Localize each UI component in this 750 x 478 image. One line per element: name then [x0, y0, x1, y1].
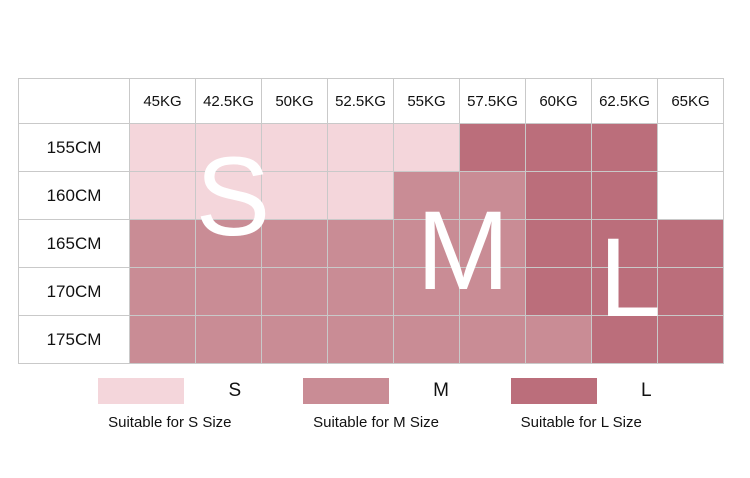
legend-swatch-l [510, 378, 597, 404]
size-cell-m [327, 267, 394, 316]
size-cell-m [327, 219, 394, 268]
size-cell-m [195, 267, 262, 316]
legend-item-l: L Suitable for L Size [510, 377, 652, 431]
size-cell-s [327, 123, 394, 172]
size-chart-body: 155CM 160CM 165CM 170CM 175CM [18, 123, 724, 364]
size-cell-s [195, 171, 262, 220]
height-header-165cm: 165CM [18, 219, 130, 268]
size-cell-s [327, 171, 394, 220]
size-cell-m [459, 315, 526, 364]
size-cell-l [591, 315, 658, 364]
size-cell-m [393, 171, 460, 220]
weight-header-52.5kg: 52.5KG [327, 78, 394, 124]
legend-letter-s: S [228, 380, 242, 401]
size-cell-m [459, 267, 526, 316]
legend-item-s: S Suitable for S Size [98, 377, 241, 431]
size-cell-m [195, 315, 262, 364]
size-cell-l [459, 123, 526, 172]
size-cell-s [261, 123, 328, 172]
size-cell-m [393, 219, 460, 268]
legend-caption-l: Suitable for L Size [520, 414, 642, 431]
size-cell-l [525, 123, 592, 172]
size-cell-l [525, 219, 592, 268]
legend-item-m: M Suitable for M Size [303, 377, 449, 431]
legend-row-l: L [510, 377, 652, 405]
size-cell-s [393, 123, 460, 172]
size-cell-m [327, 315, 394, 364]
weight-header-42.5kg: 42.5KG [195, 78, 262, 124]
table-row-160cm: 160CM [18, 171, 724, 220]
size-cell-l [591, 171, 658, 220]
size-cell-l [657, 219, 724, 268]
size-cell-m [261, 315, 328, 364]
size-cell-m [261, 267, 328, 316]
size-cell-m [459, 171, 526, 220]
legend-letter-l: L [640, 380, 652, 401]
size-cell-s [195, 123, 262, 172]
table-row-170cm: 170CM [18, 267, 724, 316]
weight-header-50kg: 50KG [261, 78, 328, 124]
weight-header-45kg: 45KG [129, 78, 196, 124]
height-header-175cm: 175CM [18, 315, 130, 364]
weight-header-row: 45KG 42.5KG 50KG 52.5KG 55KG 57.5KG 60KG 62.5KG… [18, 78, 724, 124]
size-cell-s [261, 171, 328, 220]
weight-header-62.5kg: 62.5KG [591, 78, 658, 124]
legend-row-m: M [303, 377, 449, 405]
size-cell-empty [657, 171, 724, 220]
size-cell-l [657, 267, 724, 316]
height-header-170cm: 170CM [18, 267, 130, 316]
legend-caption-s: Suitable for S Size [108, 414, 232, 431]
size-cell-l [525, 171, 592, 220]
size-cell-s [129, 171, 196, 220]
size-cell-m [195, 219, 262, 268]
legend-row-s: S [98, 377, 241, 405]
size-cell-m [525, 315, 592, 364]
weight-header-65kg: 65KG [657, 78, 724, 124]
size-cell-m [129, 219, 196, 268]
table-row-175cm: 175CM [18, 315, 724, 364]
legend-letter-m: M [433, 380, 449, 401]
size-cell-m [129, 267, 196, 316]
weight-header-60kg: 60KG [525, 78, 592, 124]
size-cell-l [591, 267, 658, 316]
size-cell-m [459, 219, 526, 268]
size-cell-m [129, 315, 196, 364]
size-cell-l [591, 219, 658, 268]
corner-cell [18, 78, 130, 124]
legend-swatch-m [303, 378, 390, 404]
size-cell-m [261, 219, 328, 268]
legend-caption-m: Suitable for M Size [313, 414, 439, 431]
size-cell-l [525, 267, 592, 316]
size-cell-l [591, 123, 658, 172]
size-cell-m [393, 315, 460, 364]
legend: S Suitable for S Size M Suitable for M S… [0, 377, 750, 431]
height-header-155cm: 155CM [18, 123, 130, 172]
size-cell-m [393, 267, 460, 316]
size-cell-l [657, 315, 724, 364]
weight-header-55kg: 55KG [393, 78, 460, 124]
size-cell-s [129, 123, 196, 172]
table-row-155cm: 155CM [18, 123, 724, 172]
size-chart-table: 45KG 42.5KG 50KG 52.5KG 55KG 57.5KG 60KG 62.5KG… [18, 78, 724, 364]
legend-swatch-s [98, 378, 185, 404]
height-header-160cm: 160CM [18, 171, 130, 220]
table-row-165cm: 165CM [18, 219, 724, 268]
weight-header-57.5kg: 57.5KG [459, 78, 526, 124]
size-cell-empty [657, 123, 724, 172]
